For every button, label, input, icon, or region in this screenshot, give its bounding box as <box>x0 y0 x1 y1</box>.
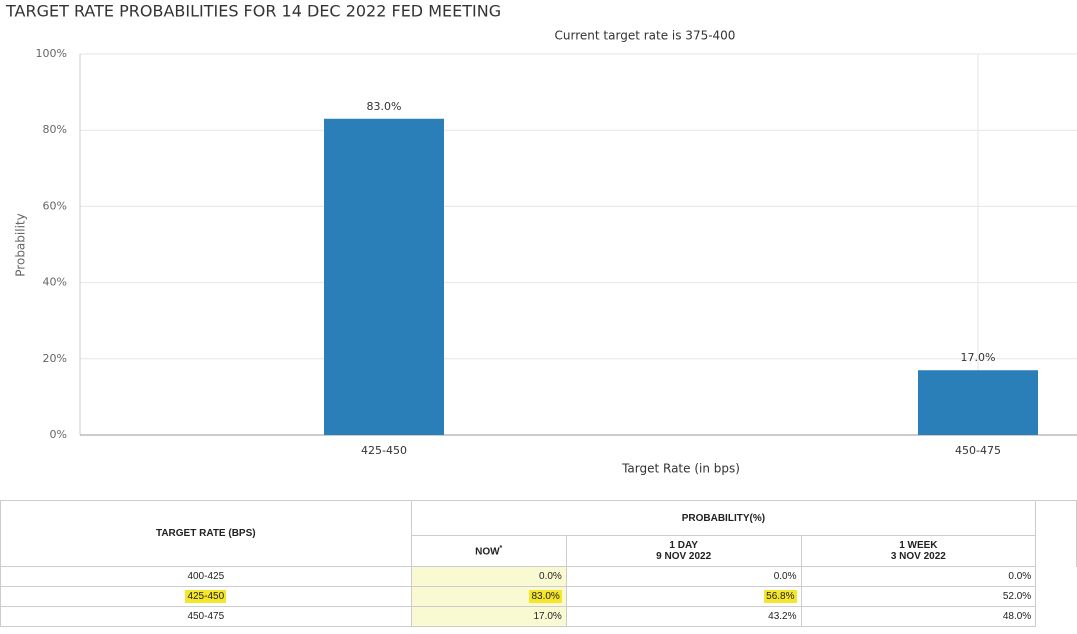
cell-text: 52.0% <box>1002 591 1032 602</box>
cell-text: 450-475 <box>187 611 225 622</box>
chart-subtitle: Current target rate is 375-400 <box>555 29 736 43</box>
column-date: 9 NOV 2022 <box>656 551 712 562</box>
bar <box>918 370 1038 435</box>
column-title: 1 WEEK <box>899 540 938 551</box>
data-label: 83.0% <box>367 100 402 113</box>
column-header: 1 WEEK 3 NOV 2022 <box>800 535 1037 567</box>
cell-text: 400-425 <box>187 571 225 582</box>
probability-cell: 0.0% <box>565 566 802 587</box>
probability-cell: 0.0% <box>800 566 1037 587</box>
y-tick-label: 60% <box>43 199 67 212</box>
probability-cell: 0.0% <box>410 566 567 587</box>
y-axis-label: Probability <box>14 213 28 276</box>
probability-cell: 48.0% <box>800 606 1037 627</box>
column-note: * <box>499 544 503 552</box>
rate-cell: 450-475 <box>0 606 412 627</box>
cell-text: 56.8% <box>764 590 797 603</box>
probability-table: TARGET RATE (BPS) PROBABILITY(%) NOW* 1 … <box>0 500 1077 627</box>
y-tick-label: 20% <box>43 352 67 365</box>
group-header: PROBABILITY(%) <box>410 500 1037 536</box>
cell-text: 17.0% <box>533 611 562 622</box>
rate-cell: 400-425 <box>0 566 412 587</box>
y-tick-label: 0% <box>50 428 67 441</box>
bar <box>324 118 444 436</box>
column-title: 1 DAY <box>669 540 698 551</box>
rate-cell: 425-450 <box>0 586 412 607</box>
column-date: 3 NOV 2022 <box>890 551 946 562</box>
column-header: 1 DAY 9 NOV 2022 <box>565 535 802 567</box>
cell-text: 0.0% <box>1008 571 1032 582</box>
probability-cell: 52.0% <box>800 586 1037 607</box>
chart: TARGET RATE PROBABILITIES FOR 14 DEC 202… <box>5 2 1077 476</box>
column-header: NOW* <box>410 535 567 567</box>
cell-text: 425-450 <box>185 590 227 603</box>
data-label: 17.0% <box>961 351 996 364</box>
spacer <box>1035 500 1077 567</box>
y-tick-label: 40% <box>43 276 67 289</box>
column-title: NOW <box>475 546 500 558</box>
probability-cell: 56.8% <box>565 586 802 607</box>
chart-title: TARGET RATE PROBABILITIES FOR 14 DEC 202… <box>5 2 501 21</box>
cell-text: 48.0% <box>1002 611 1032 622</box>
probability-cell: 83.0% <box>410 586 567 607</box>
cell-text: 83.0% <box>529 590 562 603</box>
probability-cell: 17.0% <box>410 606 567 627</box>
cell-text: 0.0% <box>773 571 797 582</box>
row-header: TARGET RATE (BPS) <box>0 500 412 567</box>
y-tick-label: 80% <box>43 123 67 136</box>
x-tick-label: 425-450 <box>361 444 407 457</box>
probability-cell: 43.2% <box>565 606 802 627</box>
cell-text: 0.0% <box>539 571 562 582</box>
x-tick-label: 450-475 <box>955 444 1001 457</box>
cell-text: 43.2% <box>768 611 797 622</box>
y-tick-label: 100% <box>36 47 67 60</box>
x-axis-label: Target Rate (in bps) <box>621 462 740 476</box>
